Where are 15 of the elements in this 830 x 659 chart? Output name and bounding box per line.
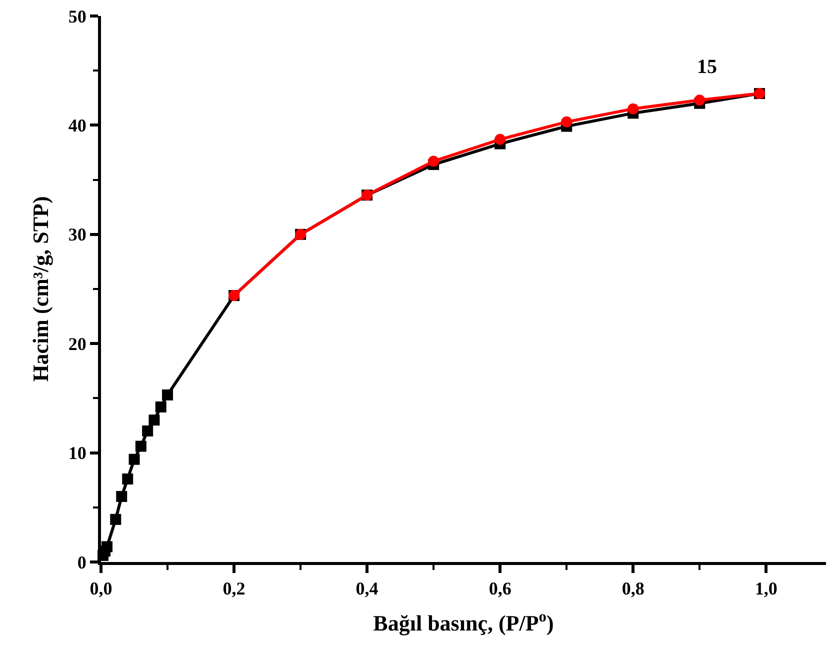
x-tick-label: 1,0 [754, 578, 778, 599]
x-axis-title: Bağıl basınç, (P/P$^{o}$) [373, 608, 554, 636]
y-tick-label: 10 [68, 443, 86, 464]
y-tick-label: 20 [68, 334, 86, 354]
y-tick-label: 0 [77, 552, 86, 572]
annotation: 15 [697, 56, 717, 78]
y-axis-title: Hacim (cm³/g, STP) [28, 196, 54, 382]
x-tick-label: 0,0 [90, 578, 112, 599]
y-tick-label: 30 [68, 224, 86, 245]
y-tick-label: 40 [68, 116, 86, 136]
x-tick-label: 0,2 [222, 578, 246, 599]
x-tick-label: 0,4 [356, 578, 378, 599]
y-tick-label: 50 [68, 6, 86, 26]
x-tick-label: 0,8 [622, 578, 644, 599]
x-tick-label: 0,6 [488, 578, 512, 599]
